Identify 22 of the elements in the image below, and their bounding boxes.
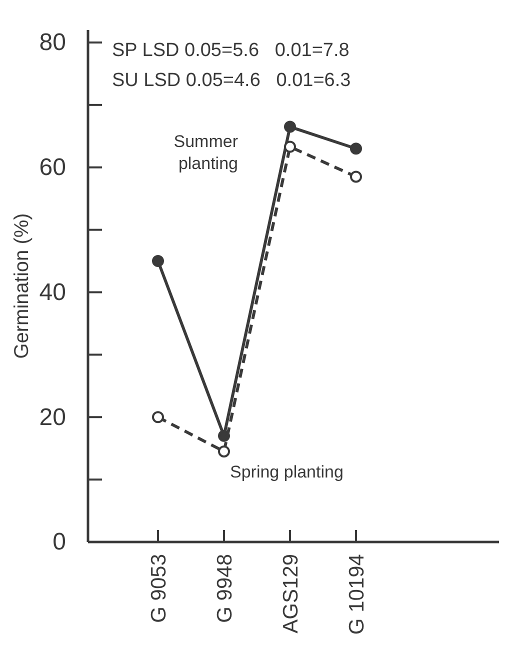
x-tick-label: G 9053: [147, 554, 170, 623]
point: [350, 170, 362, 183]
point: [152, 411, 164, 424]
point: [284, 140, 296, 153]
annotation: SU LSD 0.05=4.6 0.01=6.3: [112, 70, 351, 91]
y-tick-label: 0: [52, 528, 66, 556]
y-axis-title: Germination (%): [11, 213, 33, 359]
point: [218, 430, 230, 442]
x-tick-label: AGS129: [279, 554, 302, 634]
x-tick-label: G 10194: [345, 554, 368, 635]
point: [350, 142, 362, 155]
text: Summer planting: [174, 132, 238, 173]
y-tick-label: 20: [39, 404, 66, 431]
y-tick-label: 40: [39, 278, 66, 306]
series-label: Spring planting: [230, 462, 344, 482]
x-tick-label: G 9948: [213, 554, 236, 623]
point: [284, 120, 296, 133]
point: [218, 445, 230, 458]
y-tick-label: 60: [39, 154, 66, 182]
y-tick-label: 80: [39, 29, 66, 56]
annotation: SP LSD 0.05=5.6 0.01=7.8: [112, 40, 350, 61]
point: [152, 255, 164, 268]
